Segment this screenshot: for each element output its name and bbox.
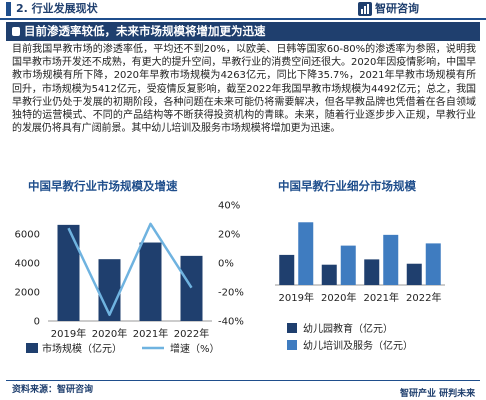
bar-kindergarten [321,264,337,285]
x-tick-label: 2022年 [406,291,441,304]
section-marker [6,2,11,16]
section-title: 2. 行业发展现状 [16,2,98,15]
bar-training [340,245,356,285]
x-tick-label: 2022年 [174,327,209,340]
legend-label-market-size: 市场规模（亿元） [42,342,122,355]
footer-divider [6,380,480,381]
y2-tick-label: 0% [218,259,234,270]
bar-training [298,222,314,285]
x-tick-label: 2019年 [279,291,314,304]
x-tick-label: 2020年 [321,291,356,304]
y-tick-label: 6000 [15,230,40,241]
x-tick-label: 2021年 [364,291,399,304]
line-growth-rate [67,222,193,317]
legend-label-kindergarten: 幼儿园教育（亿元） [303,322,393,335]
x-tick-label: 2019年 [51,327,86,340]
legend-label-training: 幼儿培训及服务（亿元） [303,339,413,352]
footer-source: 资料来源：智研咨询 [12,385,94,395]
bar-kindergarten [406,263,422,285]
bar-kindergarten [364,259,380,285]
legend-label-growth: 增速（%） [170,342,220,355]
headline-banner [6,22,480,41]
legend-swatch-market-size [26,343,38,353]
footer-slogan: 智研产业 研判未来 [400,389,476,399]
banner-marker-icon [12,27,20,36]
brand-name: 智研咨询 [375,2,419,15]
bar-market-size [180,255,203,321]
chart1-title: 中国早教行业市场规模及增速 [28,179,178,193]
legend-swatch-training [287,340,297,350]
y2-tick-label: 20% [218,230,240,241]
bar-training [383,234,399,285]
y2-tick-label: -20% [218,288,244,299]
y-tick-label: 2000 [15,288,40,299]
legend-swatch-kindergarten [287,323,297,333]
chart1-market-size-growth: 0 2000 4000 6000 -40% -20% 0% 20% 40% 2019年 2020年 2… [15,201,244,356]
brand-logo-icon [358,2,372,16]
y-tick-label: 0 [34,317,40,328]
bar-training [425,243,441,285]
y2-tick-label: 40% [218,201,240,212]
y2-tick-label: -40% [218,317,244,328]
x-tick-label: 2021年 [133,327,168,340]
header-divider [0,18,486,20]
headline-text: 目前渗透率较低，未来市场规模将增加更为迅速 [24,24,266,38]
y-tick-label: 4000 [15,259,40,270]
bar-kindergarten [279,254,295,285]
bar-market-size [139,242,162,321]
body-paragraph: 目前我国早教市场的渗透率低，平均还不到20%，以欧美、日韩等国家60-80%的渗… [12,44,476,135]
bar-market-size [57,224,80,321]
chart2-title: 中国早教行业细分市场规模 [278,179,416,193]
x-tick-label: 2020年 [92,327,127,340]
